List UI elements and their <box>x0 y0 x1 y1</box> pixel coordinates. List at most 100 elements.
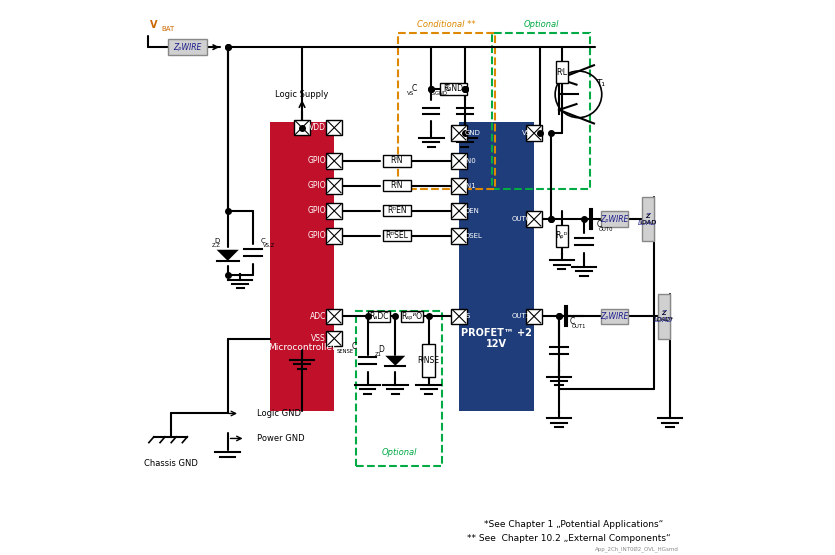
Text: RᴰEN: RᴰEN <box>387 206 407 215</box>
Text: Rₚᴰ: Rₚᴰ <box>555 231 568 240</box>
FancyBboxPatch shape <box>294 120 310 135</box>
Text: Z.Z: Z.Z <box>212 243 221 249</box>
FancyBboxPatch shape <box>642 197 654 241</box>
Text: T₁: T₁ <box>596 79 605 88</box>
FancyBboxPatch shape <box>382 205 411 216</box>
Text: Microcontroller: Microcontroller <box>268 342 337 352</box>
Text: D: D <box>214 239 220 244</box>
Text: PROFET™ +2
12V: PROFET™ +2 12V <box>461 328 532 349</box>
Text: ZₚWIRE: ZₚWIRE <box>600 215 629 224</box>
Text: IS: IS <box>464 314 471 319</box>
Text: Power GND: Power GND <box>256 434 304 443</box>
FancyBboxPatch shape <box>452 178 467 194</box>
Text: RᴵL: RᴵL <box>556 68 567 77</box>
FancyBboxPatch shape <box>556 225 568 247</box>
Text: DSEL: DSEL <box>464 233 483 239</box>
FancyBboxPatch shape <box>440 83 468 95</box>
FancyBboxPatch shape <box>326 309 342 324</box>
Text: VDD: VDD <box>309 123 326 132</box>
Text: Z
LOAD: Z LOAD <box>655 310 674 323</box>
FancyBboxPatch shape <box>452 125 467 141</box>
Text: RᴵN: RᴵN <box>391 181 403 190</box>
Text: RᴵNSE: RᴵNSE <box>418 356 439 365</box>
FancyBboxPatch shape <box>452 203 467 219</box>
FancyBboxPatch shape <box>526 211 542 227</box>
FancyBboxPatch shape <box>382 155 411 166</box>
FancyBboxPatch shape <box>326 331 342 346</box>
FancyBboxPatch shape <box>401 311 423 322</box>
FancyBboxPatch shape <box>326 203 342 219</box>
Text: VS: VS <box>407 90 414 96</box>
Text: Logic GND: Logic GND <box>256 409 301 418</box>
FancyBboxPatch shape <box>600 309 629 324</box>
Text: C: C <box>352 342 357 351</box>
Text: Z
LOAD: Z LOAD <box>638 213 657 226</box>
Text: RₐDC: RₐDC <box>369 312 388 321</box>
FancyBboxPatch shape <box>271 122 334 411</box>
FancyBboxPatch shape <box>459 122 534 411</box>
FancyBboxPatch shape <box>326 120 342 135</box>
Polygon shape <box>216 250 239 261</box>
FancyBboxPatch shape <box>526 309 542 324</box>
Text: RᴵN: RᴵN <box>391 157 403 165</box>
Text: Optional: Optional <box>524 21 559 29</box>
FancyBboxPatch shape <box>168 39 206 55</box>
Text: Z
LOAD*: Z LOAD* <box>654 311 674 322</box>
FancyBboxPatch shape <box>600 211 629 227</box>
Text: RₛₚᴻO: RₛₚᴻO <box>402 312 423 321</box>
Text: GPIO: GPIO <box>307 231 326 240</box>
Text: ZₚWIRE: ZₚWIRE <box>173 43 201 52</box>
Text: Chassis GND: Chassis GND <box>144 459 197 468</box>
Text: OUT1: OUT1 <box>572 324 586 329</box>
FancyBboxPatch shape <box>658 294 670 339</box>
Polygon shape <box>385 356 405 366</box>
Text: Z
LOAD: Z LOAD <box>640 214 656 225</box>
FancyBboxPatch shape <box>367 311 390 322</box>
Text: R₉ND: R₉ND <box>443 84 463 93</box>
Text: IN1: IN1 <box>464 183 477 189</box>
Text: ADC: ADC <box>310 312 326 321</box>
Text: VS.Z: VS.Z <box>263 243 275 249</box>
Text: C: C <box>570 317 575 326</box>
FancyBboxPatch shape <box>526 125 542 141</box>
Text: C: C <box>597 220 602 229</box>
Text: V: V <box>150 20 158 30</box>
Text: ** See  Chapter 10.2 „External Components“: ** See Chapter 10.2 „External Components… <box>468 534 671 543</box>
FancyBboxPatch shape <box>382 180 411 191</box>
Text: OUT0: OUT0 <box>512 216 531 222</box>
Text: ZₚWIRE: ZₚWIRE <box>600 312 629 321</box>
FancyBboxPatch shape <box>452 153 467 169</box>
Text: *See Chapter 1 „Potential Applications“: *See Chapter 1 „Potential Applications“ <box>484 520 663 529</box>
Text: Logic Supply: Logic Supply <box>276 90 329 99</box>
Text: Conditional **: Conditional ** <box>418 21 476 29</box>
Text: App_2Ch_INT0Ø2_OVL_HGsmd: App_2Ch_INT0Ø2_OVL_HGsmd <box>595 547 679 552</box>
FancyBboxPatch shape <box>452 228 467 244</box>
Text: VS: VS <box>522 130 531 136</box>
Text: OUT1: OUT1 <box>512 314 531 319</box>
Text: GPIO: GPIO <box>307 206 326 215</box>
Text: GPIO: GPIO <box>307 157 326 165</box>
FancyBboxPatch shape <box>423 344 435 377</box>
FancyBboxPatch shape <box>326 153 342 169</box>
Text: D: D <box>378 345 384 354</box>
Text: GND: GND <box>464 130 481 136</box>
Text: SENSE: SENSE <box>337 349 354 355</box>
FancyBboxPatch shape <box>326 228 342 244</box>
Text: C: C <box>261 239 266 244</box>
Text: DEN: DEN <box>464 208 479 214</box>
Text: C: C <box>444 84 450 93</box>
FancyBboxPatch shape <box>326 178 342 194</box>
Text: OUT0: OUT0 <box>599 226 613 232</box>
Text: C: C <box>411 84 417 93</box>
Text: Optional: Optional <box>382 448 418 457</box>
Text: Z1: Z1 <box>375 351 382 357</box>
Text: RᴰSEL: RᴰSEL <box>385 231 408 240</box>
Text: VSS: VSS <box>311 334 326 343</box>
Text: BAT: BAT <box>161 26 175 32</box>
FancyBboxPatch shape <box>382 230 411 241</box>
FancyBboxPatch shape <box>556 61 568 83</box>
Text: GPIO: GPIO <box>307 181 326 190</box>
Text: VSGND: VSGND <box>428 90 448 96</box>
Text: IN0: IN0 <box>464 158 477 164</box>
FancyBboxPatch shape <box>452 309 467 324</box>
